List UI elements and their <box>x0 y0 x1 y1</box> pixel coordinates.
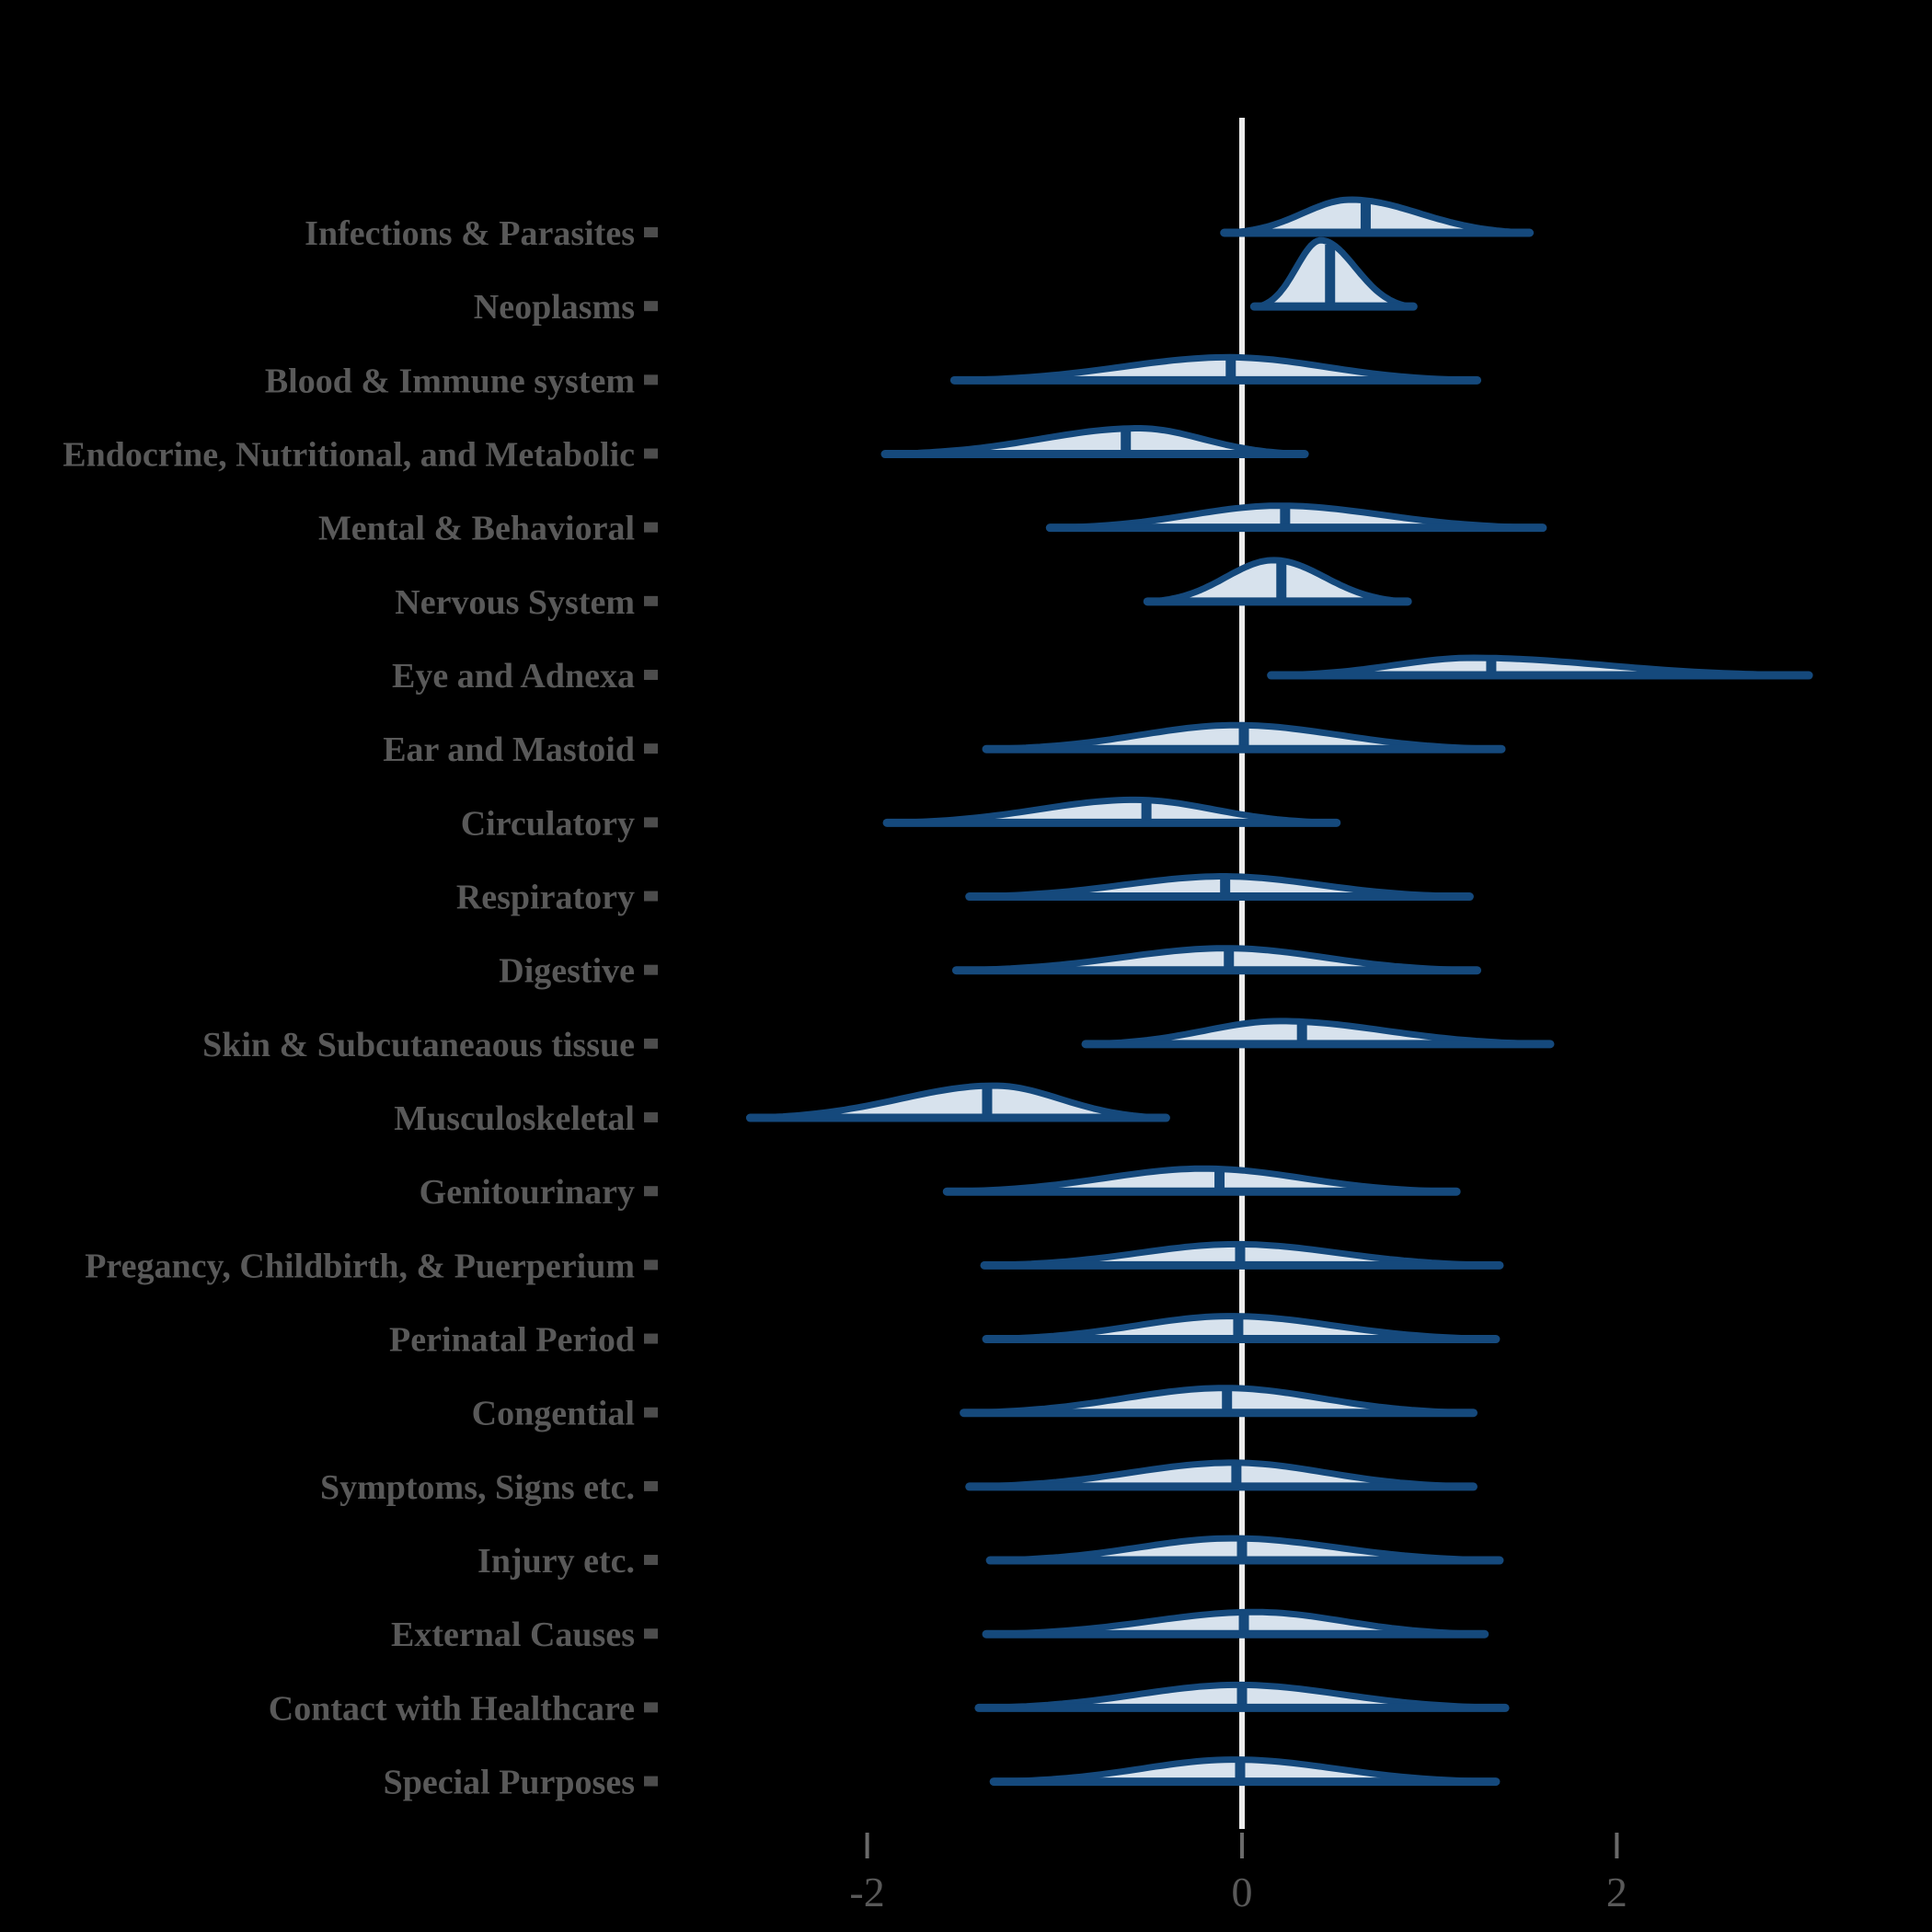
density-outline <box>751 1082 1165 1121</box>
x-axis-tick-label--2: -2 <box>849 1869 884 1915</box>
density-row-skin-subcutaneaous-tissue: Skin & Subcutaneaous tissue <box>202 1018 1555 1064</box>
y-axis-tick-square <box>644 1259 658 1271</box>
y-axis-tick-square <box>644 374 658 385</box>
y-axis-tick-square <box>644 1333 658 1344</box>
y-axis-tick-square <box>644 301 658 312</box>
density-row-injury-etc: Injury etc. <box>477 1535 1504 1581</box>
density-row-neoplasms: Neoplasms <box>474 236 1418 327</box>
density-row-endocrine-nutritional-and-metabolic: Endocrine, Nutritional, and Metabolic <box>63 425 1309 475</box>
density-outline <box>971 1459 1472 1490</box>
y-axis-tick-square <box>644 1776 658 1787</box>
y-axis-tick-square <box>644 1112 658 1123</box>
y-axis-tick-square <box>644 1628 658 1639</box>
density-fill <box>968 1387 1469 1413</box>
category-label-special-purposes: Special Purposes <box>384 1764 635 1802</box>
density-row-mental-behavioral: Mental & Behavioral <box>318 502 1547 548</box>
y-axis-tick-square <box>644 1480 658 1491</box>
category-label-circulatory: Circulatory <box>461 804 635 843</box>
density-row-perinatal-period: Perinatal Period <box>389 1313 1501 1360</box>
category-label-musculoskeletal: Musculoskeletal <box>394 1099 635 1138</box>
y-axis-tick-square <box>644 1407 658 1418</box>
density-row-circulatory: Circulatory <box>461 796 1341 843</box>
density-row-genitourinary: Genitourinary <box>420 1165 1461 1212</box>
category-label-symptoms-signs-etc: Symptoms, Signs etc. <box>320 1468 635 1507</box>
category-label-nervous-system: Nervous System <box>395 583 635 622</box>
density-outline <box>995 1756 1495 1786</box>
category-label-injury-etc: Injury etc. <box>477 1542 635 1581</box>
density-outline <box>948 1165 1455 1195</box>
density-row-pregancy-childbirth-puerperium: Pregancy, Childbirth, & Puerperium <box>85 1240 1504 1285</box>
category-label-contact-with-healthcare: Contact with Healthcare <box>269 1689 635 1728</box>
category-label-ear-and-mastoid: Ear and Mastoid <box>383 730 635 769</box>
density-outline <box>987 1313 1495 1342</box>
category-label-eye-and-adnexa: Eye and Adnexa <box>392 657 635 696</box>
density-outline <box>991 1535 1499 1564</box>
category-label-digestive: Digestive <box>499 952 635 991</box>
density-row-special-purposes: Special Purposes <box>384 1756 1501 1802</box>
density-row-nervous-system: Nervous System <box>395 557 1412 622</box>
y-axis-tick-square <box>644 1555 658 1566</box>
y-axis-tick-square <box>644 1038 658 1049</box>
y-axis-tick-square <box>644 448 658 459</box>
density-row-digestive: Digestive <box>499 945 1482 991</box>
category-label-blood-immune-system: Blood & Immune system <box>265 362 635 400</box>
y-axis-tick-square <box>644 817 658 828</box>
density-row-musculoskeletal: Musculoskeletal <box>394 1082 1170 1138</box>
category-label-neoplasms: Neoplasms <box>474 288 635 327</box>
density-fill <box>973 1462 1469 1487</box>
category-label-pregancy-childbirth-puerperium: Pregancy, Childbirth, & Puerperium <box>85 1247 635 1285</box>
density-row-eye-and-adnexa: Eye and Adnexa <box>392 654 1813 696</box>
category-label-genitourinary: Genitourinary <box>420 1173 635 1212</box>
density-outline <box>1255 236 1412 310</box>
density-row-infections-parasites: Infections & Parasites <box>305 196 1535 253</box>
density-outline <box>965 1385 1472 1417</box>
category-label-external-causes: External Causes <box>391 1616 635 1654</box>
category-label-respiratory: Respiratory <box>456 879 635 917</box>
y-axis-tick-square <box>644 1186 658 1197</box>
density-row-blood-immune-system: Blood & Immune system <box>265 353 1482 400</box>
density-row-contact-with-healthcare: Contact with Healthcare <box>269 1681 1510 1728</box>
density-outline <box>987 721 1501 753</box>
density-row-respiratory: Respiratory <box>456 873 1474 917</box>
density-outline <box>985 1240 1499 1269</box>
y-axis-tick-square <box>644 891 658 902</box>
category-label-skin-subcutaneaous-tissue: Skin & Subcutaneaous tissue <box>202 1026 635 1064</box>
density-fill <box>951 1168 1453 1192</box>
density-outline <box>1148 557 1407 605</box>
y-axis-tick-square <box>644 743 658 754</box>
y-axis-tick-square <box>644 522 658 533</box>
y-axis-tick-square <box>644 964 658 975</box>
x-axis-tick-label-2: 2 <box>1606 1869 1627 1915</box>
category-label-perinatal-period: Perinatal Period <box>389 1321 635 1360</box>
density-row-external-causes: External Causes <box>391 1608 1489 1654</box>
y-axis-tick-square <box>644 1702 658 1713</box>
density-row-symptoms-signs-etc: Symptoms, Signs etc. <box>320 1459 1478 1507</box>
y-axis-tick-square <box>644 670 658 681</box>
x-axis-tick-label-0: 0 <box>1232 1869 1253 1915</box>
category-label-mental-behavioral: Mental & Behavioral <box>318 510 635 548</box>
y-axis-tick-square <box>644 595 658 606</box>
category-label-infections-parasites: Infections & Parasites <box>305 214 635 253</box>
density-row-congential: Congential <box>472 1385 1478 1433</box>
density-outline <box>955 353 1477 384</box>
density-outline <box>1225 196 1529 236</box>
density-outline <box>980 1681 1504 1711</box>
category-label-congential: Congential <box>472 1395 635 1433</box>
density-outline <box>958 945 1477 974</box>
category-label-endocrine-nutritional-and-metabolic: Endocrine, Nutritional, and Metabolic <box>63 436 635 475</box>
density-row-ear-and-mastoid: Ear and Mastoid <box>383 721 1506 769</box>
y-axis-tick-square <box>644 227 658 237</box>
